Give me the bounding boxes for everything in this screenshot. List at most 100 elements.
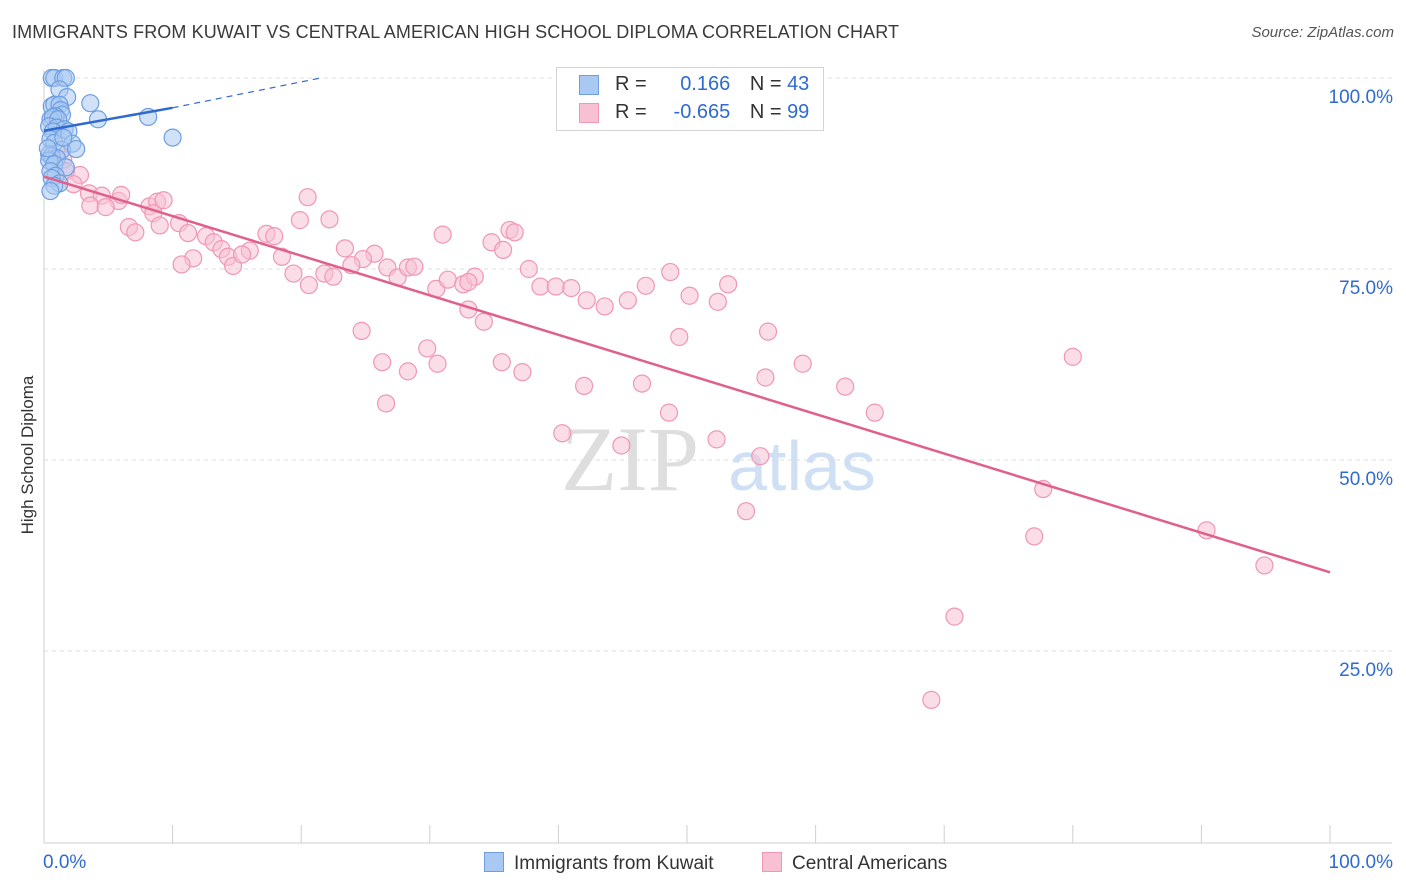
central-americans-point: [474, 312, 493, 331]
central-americans-point: [373, 353, 392, 372]
central-americans-point: [405, 257, 424, 276]
y-tick-label-100: 100.0%: [1328, 87, 1393, 108]
central-americans-point: [661, 262, 680, 282]
central-americans-point: [433, 225, 452, 244]
central-americans-point: [126, 223, 145, 242]
central-americans-point: [793, 354, 812, 373]
stats-legend: R = 0.166 N = 43 R = -0.665 N = 99: [556, 67, 824, 131]
central-americans-point: [320, 210, 339, 229]
central-americans-point: [1255, 556, 1274, 575]
x-tick-label-max: 100.0%: [1328, 852, 1393, 873]
central-americans-point: [398, 362, 418, 381]
bottom-legend-kuwait[interactable]: Immigrants from Kuwait: [484, 852, 714, 876]
bottom-legend-label-central-americans: Central Americans: [792, 853, 948, 874]
central-americans-point: [428, 354, 447, 373]
central-americans-point: [505, 223, 524, 242]
gridlines: [44, 77, 1392, 652]
central-americans-point: [172, 255, 191, 274]
legend-text-central-americans: R = -0.665 N = 99: [615, 101, 809, 124]
central-americans-point: [265, 227, 284, 246]
central-americans-point: [154, 191, 173, 210]
legend-r-label: R =: [615, 101, 647, 123]
y-tick-label-75: 75.0%: [1339, 278, 1393, 299]
central-americans-point: [232, 245, 252, 264]
central-americans-point: [737, 502, 756, 521]
central-americans-point: [513, 363, 532, 382]
chart-title: IMMIGRANTS FROM KUWAIT VS CENTRAL AMERIC…: [12, 22, 900, 42]
legend-n-value: 99: [787, 101, 810, 123]
central-americans-point: [865, 403, 884, 422]
central-americans-point: [299, 275, 319, 295]
central-americans-point: [659, 403, 679, 422]
central-americans-point: [575, 376, 594, 395]
central-americans-point: [290, 211, 310, 230]
central-americans-point: [1063, 347, 1082, 366]
central-americans-point: [719, 275, 738, 294]
legend-r-value: -0.665: [673, 101, 731, 123]
central-americans-point: [553, 424, 572, 443]
central-americans-point: [636, 276, 655, 295]
central-americans-point: [272, 247, 292, 266]
central-americans-point: [562, 279, 581, 298]
kuwait-trend-line: [43, 106, 173, 132]
legend-swatch-kuwait: [579, 75, 599, 95]
source-label[interactable]: Source: ZipAtlas.com: [1251, 24, 1394, 41]
central-americans-point: [632, 374, 652, 393]
legend-n-label: N =: [749, 101, 782, 123]
central-americans-point: [756, 368, 775, 387]
bottom-legend-central-americans[interactable]: Central Americans: [762, 852, 947, 876]
central-americans-point: [836, 377, 855, 396]
bottom-legend-label-kuwait: Immigrants from Kuwait: [514, 853, 714, 874]
central-americans-point: [612, 436, 631, 455]
central-americans-point: [519, 259, 538, 279]
central-americans-point: [1025, 527, 1044, 546]
central-americans-point: [81, 196, 100, 215]
legend-n-label: N =: [749, 73, 782, 95]
kuwait-point: [41, 181, 60, 201]
legend-n-value: 43: [787, 73, 810, 95]
central-americans-point: [352, 321, 371, 340]
central-americans-point: [96, 198, 115, 217]
central-americans-point: [595, 297, 614, 316]
central-americans-point: [150, 216, 169, 235]
y-tick-label-25: 25.0%: [1339, 660, 1393, 681]
central-americans-point: [922, 690, 941, 709]
kuwait-point: [163, 128, 182, 147]
central-americans-point: [758, 322, 778, 341]
watermark-atlas: atlas: [728, 427, 876, 505]
central-americans-point: [707, 430, 726, 449]
kuwait-point: [81, 94, 100, 113]
trend-lines: [43, 77, 1331, 574]
legend-r-label: R =: [615, 73, 647, 95]
watermark-zip: ZIP: [561, 408, 699, 510]
central-americans-point: [531, 277, 550, 296]
central-americans-point: [438, 270, 457, 289]
central-americans-point: [494, 240, 513, 259]
kuwait-points: [38, 68, 182, 201]
legend-swatch-central-americans: [579, 103, 599, 123]
central-americans-point: [335, 239, 355, 258]
central-americans-point: [376, 394, 396, 413]
y-tick-label-50: 50.0%: [1339, 469, 1393, 490]
central-americans-point: [492, 353, 511, 372]
central-americans-point: [324, 267, 343, 286]
central-americans-point: [418, 339, 437, 358]
legend-r-value: 0.166: [680, 73, 731, 95]
central-americans-point: [751, 447, 770, 466]
kuwait-point: [67, 139, 86, 159]
central-americans-point: [178, 223, 198, 243]
central-americans-point: [708, 292, 727, 311]
central-americans-point: [618, 291, 637, 310]
central-americans-point: [577, 291, 596, 310]
central-americans-points: [47, 143, 1274, 709]
central-americans-point: [670, 327, 689, 347]
kuwait-point: [54, 128, 73, 147]
central-americans-point: [546, 277, 565, 296]
central-americans-point: [284, 264, 303, 283]
kuwait-point: [38, 139, 57, 158]
x-tick-label-min: 0.0%: [43, 852, 87, 873]
central-americans-point: [945, 607, 964, 626]
legend-text-kuwait: R = 0.166 N = 43: [615, 73, 809, 96]
central-americans-point: [459, 272, 478, 292]
